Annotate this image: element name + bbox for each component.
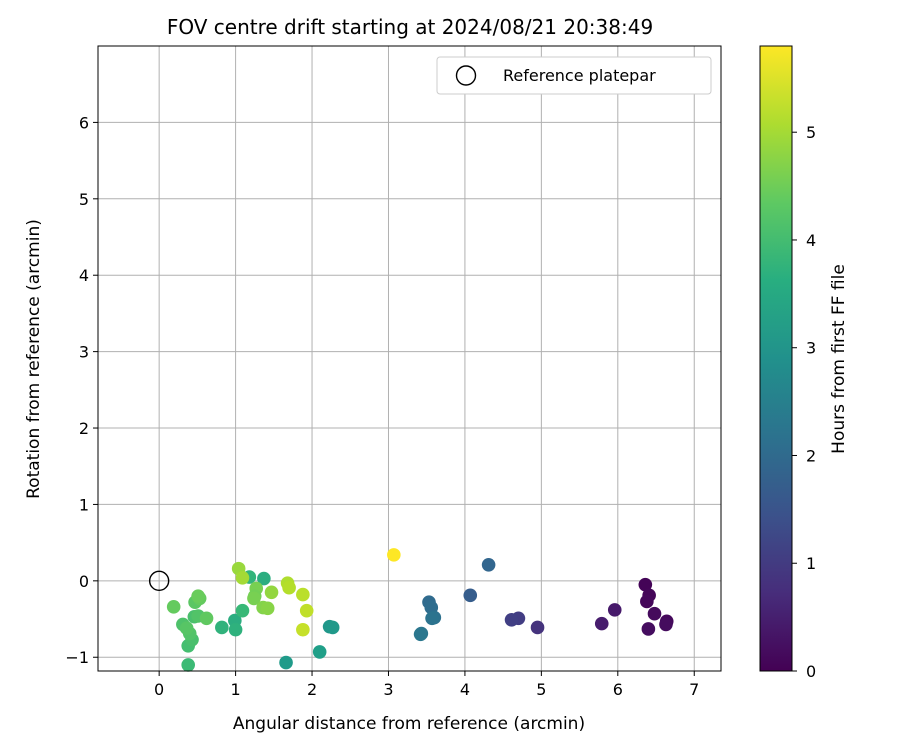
y-axis-label: Rotation from reference (arcmin) bbox=[24, 219, 44, 499]
colorbar-label: Hours from first FF file bbox=[829, 264, 849, 454]
x-tick-label: 0 bbox=[154, 680, 164, 699]
axes: 0 1 2 3 4 5 6 7 −1 0 1 2 3 4 5 6 bbox=[65, 45, 722, 699]
x-tick-label: 5 bbox=[536, 680, 546, 699]
x-tick-label: 3 bbox=[383, 680, 393, 699]
data-point bbox=[181, 658, 196, 672]
data-point bbox=[659, 617, 673, 632]
data-point bbox=[299, 603, 314, 618]
data-point bbox=[228, 622, 243, 637]
colorbar-tick-label: 1 bbox=[806, 554, 816, 573]
data-point bbox=[235, 570, 250, 585]
x-tick-label: 2 bbox=[307, 680, 317, 699]
colorbar: 0 1 2 3 4 5 Hours from first FF file bbox=[759, 45, 849, 681]
colorbar-tick-label: 4 bbox=[806, 231, 816, 250]
data-point bbox=[387, 548, 401, 562]
legend-entry-reference: Reference platepar bbox=[503, 66, 656, 85]
colorbar-tick-label: 0 bbox=[806, 662, 816, 681]
data-point bbox=[413, 627, 428, 642]
y-tick-label: 4 bbox=[79, 266, 89, 285]
data-point bbox=[257, 571, 271, 586]
legend-box bbox=[436, 56, 712, 95]
data-point bbox=[191, 589, 205, 603]
data-point bbox=[247, 591, 261, 606]
data-point bbox=[279, 655, 293, 670]
data-point bbox=[594, 616, 609, 631]
data-point bbox=[647, 606, 662, 621]
chart-title: FOV centre drift starting at 2024/08/21 … bbox=[167, 15, 653, 39]
data-point bbox=[215, 620, 229, 635]
y-tick-label: 2 bbox=[79, 419, 89, 438]
data-point bbox=[235, 603, 250, 618]
colorbar-frame bbox=[759, 45, 793, 672]
colorbar-tick-label: 5 bbox=[806, 123, 816, 142]
data-point bbox=[463, 588, 478, 603]
data-point bbox=[166, 600, 181, 614]
y-tick-label: 0 bbox=[79, 572, 89, 591]
data-point bbox=[179, 621, 194, 636]
data-point bbox=[607, 603, 622, 617]
x-tick-label: 6 bbox=[613, 680, 623, 699]
data-point bbox=[641, 622, 656, 636]
data-point bbox=[264, 585, 279, 600]
legend: Reference platepar bbox=[436, 56, 712, 95]
data-point bbox=[638, 577, 653, 592]
data-point bbox=[640, 594, 654, 609]
y-tick-label: −1 bbox=[65, 648, 89, 667]
legend-reference-marker bbox=[455, 65, 477, 86]
data-point bbox=[425, 611, 439, 626]
data-point bbox=[481, 557, 496, 572]
data-point bbox=[260, 601, 275, 616]
colorbar-gradient bbox=[760, 46, 792, 671]
grid-lines bbox=[98, 46, 721, 671]
data-point bbox=[282, 580, 296, 595]
y-tick-label: 5 bbox=[79, 190, 89, 209]
x-tick-label: 7 bbox=[689, 680, 699, 699]
data-point bbox=[296, 587, 310, 602]
x-tick-label: 1 bbox=[231, 680, 241, 699]
data-point bbox=[530, 620, 545, 635]
data-points bbox=[148, 548, 674, 672]
data-point bbox=[312, 645, 327, 659]
reference-platepar-marker bbox=[148, 570, 170, 592]
plot-frame bbox=[97, 45, 722, 672]
colorbar-tick-label: 3 bbox=[806, 339, 816, 358]
data-point bbox=[325, 620, 340, 635]
data-point bbox=[296, 622, 310, 637]
x-tick-label: 4 bbox=[460, 680, 470, 699]
y-tick-label: 6 bbox=[79, 113, 89, 132]
x-axis-label: Angular distance from reference (arcmin) bbox=[233, 714, 585, 734]
colorbar-tick-label: 2 bbox=[806, 446, 816, 465]
data-point bbox=[199, 611, 214, 626]
data-point bbox=[504, 613, 519, 627]
y-tick-label: 3 bbox=[79, 343, 89, 362]
colorbar-ticks: 0 1 2 3 4 5 bbox=[792, 123, 816, 681]
y-tick-label: 1 bbox=[79, 495, 89, 514]
